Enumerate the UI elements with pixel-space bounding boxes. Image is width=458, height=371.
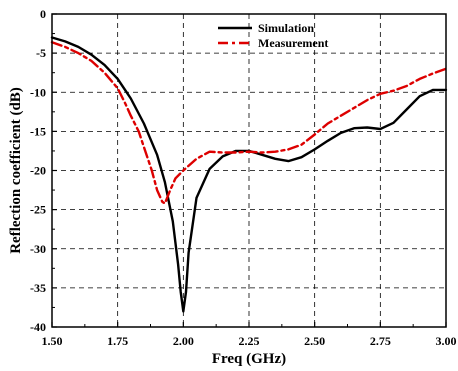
y-axis-title: Reflection coefficient (dB) (8, 87, 24, 254)
y-tick-label: -25 (30, 203, 46, 217)
y-tick-label: -10 (30, 85, 46, 99)
x-tick-label: 2.25 (239, 334, 260, 348)
y-tick-label: -35 (30, 281, 46, 295)
tick-labels: 1.50 1.75 2.00 2.25 2.50 2.75 3.00 0 -5 -10 -15 -20… (30, 7, 457, 348)
y-tick-label: -15 (30, 124, 46, 138)
axis-ticks (51, 13, 447, 328)
legend-label-measurement: Measurement (258, 36, 328, 50)
series-layer (50, 36, 448, 313)
x-tick-label: 2.75 (370, 334, 391, 348)
y-tick-label: -40 (30, 320, 46, 334)
series-line-measurement (50, 41, 448, 205)
x-tick-label: 2.00 (173, 334, 194, 348)
x-tick-label: 1.75 (107, 334, 128, 348)
x-axis-title: Freq (GHz) (212, 351, 286, 367)
y-tick-label: -30 (30, 242, 46, 256)
x-tick-label: 3.00 (436, 334, 457, 348)
x-tick-label: 1.50 (42, 334, 63, 348)
y-tick-label: 0 (40, 7, 46, 21)
series-line-simulation (50, 36, 448, 313)
legend-label-simulation: Simulation (258, 21, 314, 35)
x-tick-label: 2.50 (304, 334, 325, 348)
y-tick-label: -5 (36, 46, 46, 60)
legend: Simulation Measurement (218, 21, 328, 50)
grid-lines (52, 14, 446, 327)
y-tick-label: -20 (30, 164, 46, 178)
